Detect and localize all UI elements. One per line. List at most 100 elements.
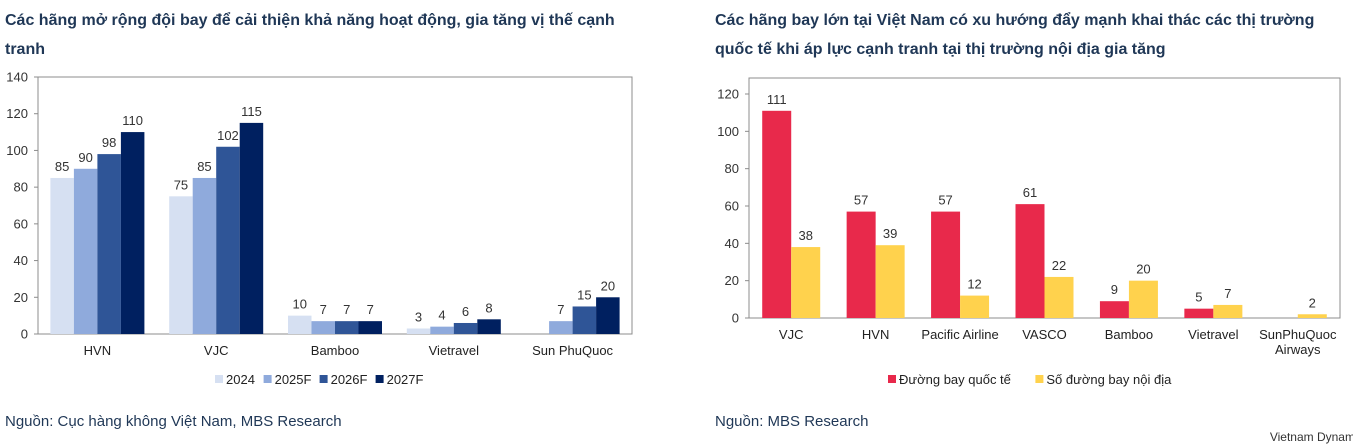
category-label: Bamboo: [1105, 327, 1153, 342]
legend-label: 2026F: [331, 372, 368, 387]
bar-số-đường-bay-nội-địa: [1297, 314, 1327, 318]
bar-2027f: [120, 132, 145, 334]
data-label: 39: [883, 226, 897, 241]
y-tick-label: 20: [725, 273, 739, 288]
y-tick-label: 140: [6, 70, 28, 85]
y-tick-label: 100: [717, 124, 739, 139]
data-label: 90: [78, 150, 92, 165]
data-label: 6: [462, 304, 469, 319]
bar-2025f: [73, 168, 98, 334]
data-label: 15: [577, 287, 591, 302]
data-label: 22: [1052, 258, 1066, 273]
data-label: 98: [102, 135, 116, 150]
data-label: 85: [197, 159, 211, 174]
data-label: 4: [438, 308, 445, 323]
bar-2026f: [572, 306, 597, 334]
y-tick-label: 120: [717, 87, 739, 102]
bar-2025f: [549, 321, 573, 334]
legend-label: 2027F: [387, 372, 424, 387]
y-tick-label: 0: [732, 311, 739, 326]
y-tick-label: 0: [21, 327, 28, 342]
legend-swatch: [1035, 375, 1044, 383]
left-chart-panel: Các hãng mở rộng đội bay để cải thiện kh…: [0, 0, 660, 438]
y-tick-label: 80: [725, 161, 739, 176]
legend-label: 2025F: [275, 372, 312, 387]
data-label: 20: [601, 278, 615, 293]
y-tick-label: 60: [14, 216, 28, 231]
bar-2024: [406, 328, 431, 334]
right-chart-title: Các hãng bay lớn tại Việt Nam có xu hướn…: [715, 12, 1315, 58]
right-chart-panel: Các hãng bay lớn tại Việt Nam có xu hướn…: [712, 0, 1353, 444]
bar-đường-bay-quốc-tế: [1015, 204, 1045, 318]
left-chart-svg: 0 20 40 60 80 100 120 140 85 90 98 110 HVN 75 85 102115…: [6, 70, 633, 387]
data-label: 111: [767, 92, 787, 107]
bar-số-đường-bay-nội-địa: [1213, 304, 1243, 318]
bar-đường-bay-quốc-tế: [762, 110, 792, 318]
legend-swatch: [375, 375, 384, 383]
bar-số-đường-bay-nội-địa: [875, 245, 905, 318]
data-label: 7: [343, 302, 350, 317]
bar-2025f: [430, 326, 454, 334]
bar-đường-bay-quốc-tế: [931, 211, 961, 318]
category-label: VJC: [779, 327, 804, 342]
category-label: SunPhuQuoc: [1259, 327, 1337, 342]
y-tick-label: 120: [6, 106, 28, 121]
category-label: Vietravel: [1188, 327, 1238, 342]
bar-2027f: [358, 321, 382, 334]
data-label: 7: [320, 302, 327, 317]
bar-số-đường-bay-nội-địa: [1128, 280, 1158, 318]
right-chart-source: Nguồn: MBS Research: [715, 413, 869, 430]
bar-số-đường-bay-nội-địa: [1044, 276, 1074, 318]
bar-2026f: [97, 154, 121, 334]
bar-2027f: [596, 297, 620, 334]
y-tick-label: 80: [14, 180, 28, 195]
left-chart-source: Nguồn: Cục hàng không Việt Nam, MBS Rese…: [5, 413, 342, 430]
data-label: 3: [415, 309, 422, 324]
bar-2024: [169, 196, 193, 334]
data-label: 5: [1195, 290, 1202, 305]
category-label: Airways: [1275, 342, 1321, 357]
data-label: 110: [122, 113, 143, 128]
category-label: HVN: [862, 327, 889, 342]
category-label: Bamboo: [311, 343, 359, 358]
legend-swatch: [215, 375, 223, 383]
bar-số-đường-bay-nội-địa: [960, 295, 990, 318]
bar-2027f: [239, 122, 264, 335]
bar-số-đường-bay-nội-địa: [791, 247, 821, 318]
y-tick-label: 100: [6, 143, 28, 158]
category-label: Vietravel: [429, 343, 479, 358]
legend-swatch: [319, 375, 328, 383]
bar-đường-bay-quốc-tế: [1184, 308, 1214, 318]
category-label: VJC: [204, 343, 229, 358]
data-label: 115: [241, 104, 262, 119]
bar-2024: [50, 177, 74, 334]
footer-note: Vietnam Dynamics 202: [1269, 430, 1353, 444]
bar-2025f: [311, 321, 335, 334]
legend-label: 2024: [226, 372, 255, 387]
bar-2026f: [216, 146, 240, 334]
data-label: 57: [854, 193, 868, 208]
bar-2027f: [477, 319, 501, 334]
data-label: 102: [217, 128, 239, 143]
y-tick-label: 40: [725, 236, 739, 251]
bar-đường-bay-quốc-tế: [1099, 301, 1129, 318]
bar-đường-bay-quốc-tế: [846, 211, 876, 318]
y-tick-label: 60: [725, 199, 739, 214]
data-label: 2: [1309, 295, 1316, 310]
y-tick-label: 40: [14, 253, 28, 268]
data-label: 7: [1224, 286, 1231, 301]
data-label: 20: [1136, 262, 1150, 277]
data-label: 7: [557, 302, 564, 317]
data-label: 75: [174, 177, 188, 192]
category-label: VASCO: [1022, 327, 1067, 342]
data-label: 7: [367, 302, 374, 317]
data-label: 12: [967, 277, 981, 292]
left-chart-title: Các hãng mở rộng đội bay để cải thiện kh…: [5, 12, 615, 58]
legend-label: Số đường bay nội địa: [1046, 372, 1172, 387]
bar-2024: [288, 315, 312, 334]
bar-2026f: [335, 321, 359, 334]
data-label: 85: [55, 159, 69, 174]
category-label: Pacific Airline: [921, 327, 998, 342]
y-tick-label: 20: [14, 290, 28, 305]
bar-2025f: [192, 177, 217, 334]
